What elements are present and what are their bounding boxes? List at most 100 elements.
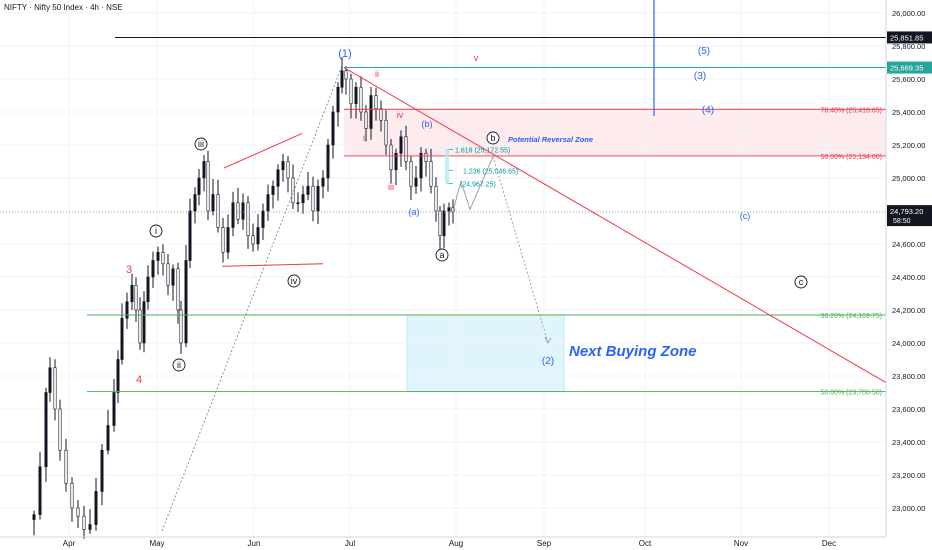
wave-label: iii	[388, 182, 394, 192]
candle-body	[331, 111, 335, 146]
candle-body	[202, 161, 206, 179]
fib-label: 76.40% (25,416.65)	[821, 107, 883, 114]
candle-body	[316, 185, 320, 212]
y-tick-label: 25,800.00	[892, 42, 925, 51]
candle-body	[276, 169, 280, 187]
ext-bar	[445, 149, 449, 184]
candle-body	[146, 276, 150, 303]
candle-body	[344, 70, 348, 80]
projected-arrow	[544, 336, 552, 344]
y-tick-label: 25,000.00	[892, 174, 925, 183]
candle-body	[340, 70, 344, 88]
candle-body	[241, 202, 245, 220]
candle-body	[379, 108, 383, 121]
zone-label-prz: Potential Reversal Zone	[508, 135, 593, 144]
x-tick-label: Apr	[63, 539, 76, 548]
candle-body	[221, 227, 225, 253]
candle-body	[100, 449, 104, 492]
y-tick-label: 23,600.00	[892, 405, 925, 414]
candle-body	[82, 515, 86, 530]
overlays: 76.40% (25,416.65) 50.00% (25,134.00) 38.2…	[0, 0, 887, 532]
wedge-lower	[221, 263, 324, 267]
wave-label: iv	[397, 110, 404, 120]
candle-body	[58, 408, 62, 451]
candle-body	[296, 202, 300, 205]
y-tick-label: 24,200.00	[892, 306, 925, 315]
candle-body	[48, 367, 52, 393]
candle-body	[231, 202, 235, 228]
candle-body	[409, 161, 413, 187]
ext-label: (24,967.25)	[460, 181, 496, 188]
price-axis[interactable]: 23,000.00 23,200.00 23,400.00 23,600.00 23,8…	[885, 0, 932, 537]
candle-body	[286, 161, 290, 179]
wave-label: ii	[375, 69, 379, 79]
candle-body	[53, 367, 57, 410]
candle-body	[359, 86, 363, 113]
candle-body	[88, 524, 92, 530]
candle-body	[414, 177, 418, 187]
candle-body	[226, 227, 230, 253]
candle-body	[134, 284, 138, 311]
x-tick-label: Aug	[449, 539, 463, 548]
price-badge-label: 25,669.35	[890, 64, 923, 73]
candle-body	[394, 152, 398, 171]
candle-body	[429, 161, 433, 187]
candle-body	[321, 177, 325, 187]
candle-body	[251, 235, 255, 245]
candle-body	[206, 161, 210, 212]
projected-b	[452, 156, 494, 212]
candle-body	[116, 359, 120, 393]
y-tick-label: 25,400.00	[892, 108, 925, 117]
candle-body	[349, 78, 353, 105]
wave-label: (1)	[338, 48, 351, 60]
candle-body	[188, 210, 192, 261]
candle-body	[369, 95, 373, 129]
candle-body	[138, 309, 142, 344]
candle-body	[151, 260, 155, 278]
candle-body	[142, 301, 146, 344]
candle-body	[70, 482, 74, 509]
candle-body	[271, 185, 275, 195]
chart-title: NIFTY · Nifty 50 Index · 4h · NSE	[4, 3, 123, 12]
candle-body	[447, 207, 451, 212]
candle-body	[384, 119, 388, 146]
ext-label: 1.618 (25,172.55)	[455, 148, 510, 155]
candle-body	[64, 449, 68, 484]
candle-body	[166, 263, 170, 286]
wave-label: iv	[291, 276, 298, 286]
candle-body	[306, 185, 310, 195]
wave-label-circle	[435, 248, 449, 262]
candle-body	[236, 202, 240, 220]
wave-label: v	[474, 53, 479, 63]
wave-label: (2)	[542, 356, 554, 367]
candle-body	[404, 136, 408, 162]
wave-label-circle	[287, 274, 301, 288]
x-tick-label: Nov	[734, 539, 748, 548]
candle-body	[184, 260, 188, 344]
x-tick-label: Jun	[248, 539, 261, 548]
time-axis[interactable]: Apr May Jun Jul Aug Sep Oct Nov Dec	[0, 536, 886, 548]
candle-body	[374, 95, 378, 109]
fib-label: 50.00% (23,706.50)	[821, 389, 883, 396]
candle-body	[261, 210, 265, 228]
y-tick-label: 24,000.00	[892, 339, 925, 348]
candle-body	[112, 392, 116, 426]
y-tick-label: 23,200.00	[892, 471, 925, 480]
wave-label: (4)	[702, 105, 714, 116]
candle-body	[176, 268, 180, 311]
wave-label: i	[155, 226, 157, 236]
candle-body	[120, 317, 124, 360]
candle-body	[266, 194, 270, 212]
wave-labels: (1)(2)(3)(4)(5)(a)(b)(c)iiiiiiivv34iiiii…	[126, 46, 808, 386]
wave-label: (3)	[694, 71, 706, 82]
candle-body	[179, 309, 183, 344]
candle-body	[156, 251, 160, 261]
y-tick-label: 26,000.00	[892, 9, 925, 18]
ext-label: 1.236 (25,046.65)	[463, 168, 518, 175]
candle-body	[301, 194, 305, 204]
candle-body	[246, 202, 250, 237]
dotted-trend	[161, 65, 343, 532]
wave-label-circle	[194, 137, 208, 151]
candle-body	[216, 194, 220, 228]
